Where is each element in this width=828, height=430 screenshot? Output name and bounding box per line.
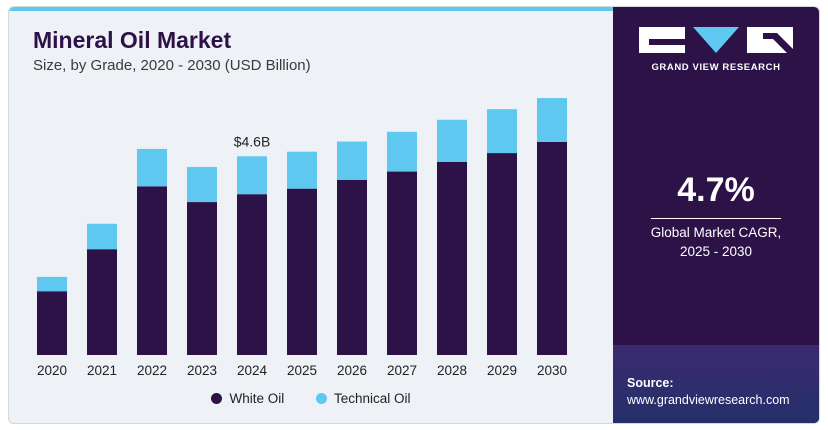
bar-2029-technical-oil [487, 109, 517, 154]
cagr-label-line-1: Global Market CAGR, [650, 225, 782, 240]
bar-chart: 2020 2021 2022 2023 2024 $4.6B 2025 2026 2027 202… [37, 98, 567, 378]
cagr-value: 4.7% [677, 171, 755, 209]
logo-g-mark-icon [649, 39, 685, 45]
x-tick-label-2029: 2029 [487, 363, 517, 378]
x-tick-label-2023: 2023 [187, 363, 217, 378]
logo-box-g-icon [639, 27, 685, 53]
x-tick-label-2022: 2022 [137, 363, 167, 378]
legend-item-white-oil: White Oil [211, 391, 284, 406]
legend-swatch-white-oil [211, 393, 223, 404]
legend-label-technical-oil: Technical Oil [334, 391, 411, 406]
source-background-band [613, 345, 819, 423]
logo-v-icon [693, 27, 739, 53]
legend-label-white-oil: White Oil [229, 391, 285, 406]
accent-top-line [9, 7, 613, 11]
bar-2027-white-oil [387, 171, 417, 355]
x-tick-label-2026: 2026 [337, 363, 367, 378]
bar-2020-white-oil [37, 291, 67, 355]
x-tick-label-2025: 2025 [287, 363, 317, 378]
bar-2024-technical-oil [237, 156, 267, 195]
bar-2025-technical-oil [287, 151, 317, 189]
infographic-card: Mineral Oil Market Size, by Grade, 2020 … [8, 6, 820, 424]
bar-2028-technical-oil [437, 119, 467, 162]
grand-view-research-logo: GRAND VIEW RESEARCH [639, 27, 793, 81]
bar-2021-white-oil [87, 249, 117, 355]
cagr-divider [651, 218, 781, 219]
logo-text: GRAND VIEW RESEARCH [651, 62, 781, 73]
bar-2023-technical-oil [187, 166, 217, 203]
logo-box-r-icon [747, 27, 793, 53]
legend-item-technical-oil: Technical Oil [316, 391, 411, 406]
bar-2030-white-oil [537, 141, 567, 355]
bar-2026-technical-oil [337, 141, 367, 180]
cagr-label-line-2: 2025 - 2030 [679, 244, 753, 259]
chart-subtitle: Size, by Grade, 2020 - 2030 (USD Billion… [33, 57, 311, 74]
bar-2022-technical-oil [137, 148, 167, 187]
bar-2021-technical-oil [87, 223, 117, 250]
source-label: Source: [627, 376, 674, 390]
x-tick-label-2028: 2028 [437, 363, 467, 378]
cagr-label: Global Market CAGR, 2025 - 2030 [613, 223, 819, 261]
chart-title: Mineral Oil Market [33, 27, 232, 53]
bar-2025-white-oil [287, 188, 317, 355]
bar-2023-white-oil [187, 202, 217, 355]
data-label-2024: $4.6B [234, 133, 271, 149]
x-tick-label-2021: 2021 [87, 363, 117, 378]
bar-2027-technical-oil [387, 131, 417, 172]
chart-panel: Mineral Oil Market Size, by Grade, 2020 … [9, 7, 613, 423]
x-tick-label-2024: 2024 [237, 363, 268, 378]
x-tick-label-2030: 2030 [537, 363, 567, 378]
bar-2028-white-oil [437, 161, 467, 355]
chart-legend: White Oil Technical Oil [9, 391, 613, 406]
bar-2029-white-oil [487, 153, 517, 355]
bar-2020-technical-oil [37, 276, 67, 292]
x-tick-label-2027: 2027 [387, 363, 417, 378]
source-block: Source: www.grandviewresearch.com [627, 375, 790, 409]
bar-2026-white-oil [337, 179, 367, 355]
sidebar-panel: GRAND VIEW RESEARCH 4.7% Global Market C… [613, 7, 819, 423]
legend-swatch-technical-oil [316, 393, 327, 404]
bar-2022-white-oil [137, 186, 167, 355]
x-tick-label-2020: 2020 [37, 363, 67, 378]
logo-r-mark-icon [763, 33, 793, 53]
bar-2030-technical-oil [537, 98, 567, 142]
source-url: www.grandviewresearch.com [627, 393, 790, 407]
bar-2024-white-oil [237, 194, 267, 355]
